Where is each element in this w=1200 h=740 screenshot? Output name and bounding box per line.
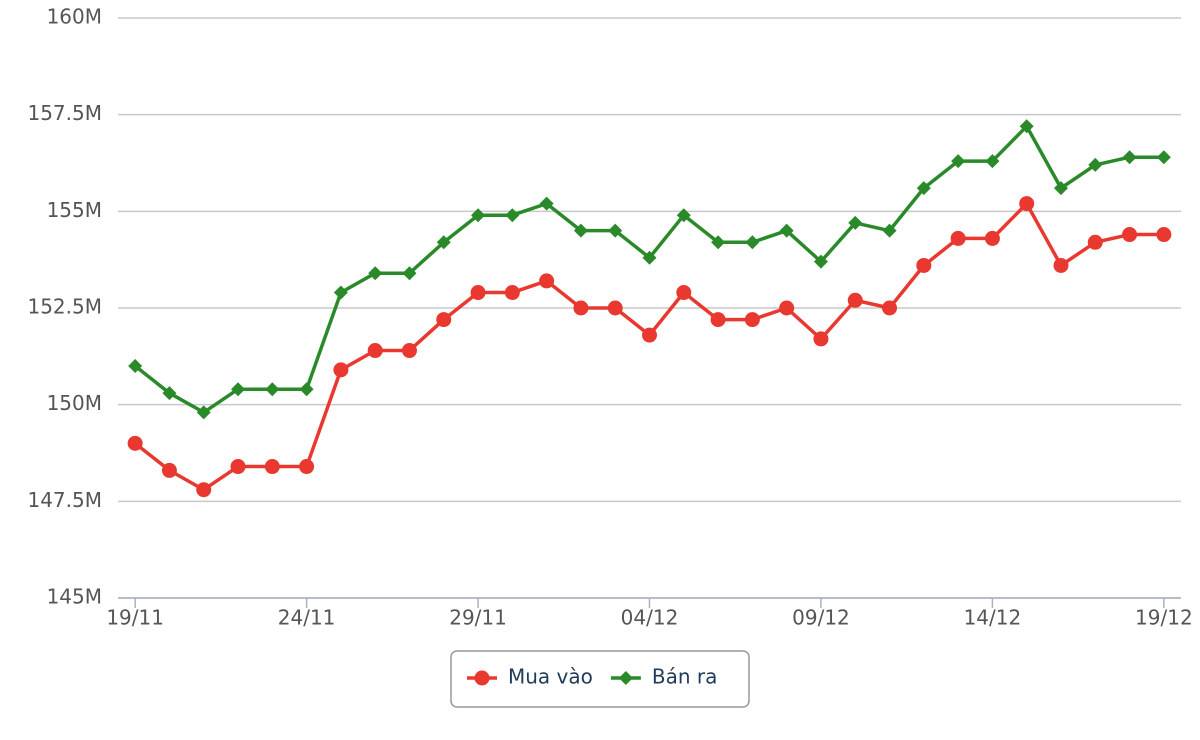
- marker: [848, 215, 863, 230]
- marker: [127, 435, 143, 451]
- marker: [847, 292, 863, 308]
- marker: [1122, 227, 1138, 243]
- marker: [1156, 227, 1172, 243]
- marker: [299, 459, 315, 475]
- marker: [1156, 150, 1171, 165]
- legend-marker: [618, 671, 633, 685]
- marker: [539, 196, 554, 211]
- marker: [607, 300, 623, 316]
- marker: [744, 312, 760, 328]
- marker: [436, 312, 452, 328]
- series-line: [134, 124, 1164, 415]
- marker: [401, 343, 417, 359]
- marker: [504, 285, 520, 301]
- marker: [1053, 181, 1068, 196]
- marker: [1087, 234, 1103, 250]
- marker: [711, 235, 726, 250]
- marker: [333, 362, 349, 378]
- x-tick-label: 14/12: [964, 606, 1022, 630]
- marker: [676, 208, 691, 223]
- marker: [264, 459, 280, 475]
- marker: [984, 230, 1000, 246]
- y-tick-label: 147.5M: [27, 488, 102, 512]
- marker: [779, 223, 794, 238]
- x-tick-label: 19/12: [1135, 606, 1193, 630]
- marker: [128, 359, 143, 373]
- marker: [196, 482, 212, 498]
- marker: [642, 250, 657, 265]
- marker: [1053, 257, 1069, 273]
- marker: [196, 405, 211, 420]
- marker: [230, 459, 246, 475]
- marker: [436, 235, 451, 250]
- series-line: [134, 201, 1164, 492]
- marker: [882, 223, 897, 238]
- marker: [471, 208, 486, 223]
- marker: [882, 300, 898, 316]
- marker: [950, 230, 966, 246]
- marker: [676, 285, 692, 301]
- y-tick-label: 145M: [47, 585, 102, 609]
- x-tick-label: 09/12: [792, 606, 850, 630]
- marker: [813, 254, 828, 269]
- marker: [985, 154, 1000, 169]
- marker: [367, 343, 383, 359]
- marker: [1122, 150, 1137, 165]
- marker: [573, 300, 589, 316]
- marker: [231, 382, 246, 397]
- marker: [916, 181, 931, 196]
- marker: [951, 154, 966, 169]
- y-tick-label: 155M: [47, 198, 102, 222]
- marker: [710, 312, 726, 328]
- marker: [573, 223, 588, 238]
- y-tick-label: 152.5M: [27, 295, 102, 319]
- marker: [161, 462, 177, 478]
- marker: [1088, 157, 1103, 172]
- marker: [162, 386, 177, 401]
- marker: [1019, 196, 1035, 212]
- marker: [608, 223, 623, 238]
- marker: [539, 273, 555, 289]
- marker: [916, 257, 932, 273]
- legend-marker: [474, 670, 490, 686]
- x-tick-label: 24/11: [278, 606, 336, 630]
- legend-label: Bán ra: [652, 665, 718, 689]
- marker: [1019, 119, 1034, 134]
- marker: [745, 235, 760, 250]
- y-tick-label: 160M: [47, 5, 102, 29]
- marker: [402, 266, 417, 281]
- x-tick-label: 29/11: [449, 606, 507, 630]
- marker: [813, 331, 829, 347]
- x-tick-label: 04/12: [621, 606, 679, 630]
- marker: [642, 327, 657, 343]
- legend-box: [450, 650, 750, 708]
- marker: [265, 382, 280, 397]
- marker: [505, 208, 520, 223]
- marker: [333, 285, 348, 300]
- legend-label: Mua vào: [508, 665, 593, 689]
- marker: [368, 266, 383, 281]
- x-tick-label: 19/11: [106, 606, 164, 630]
- y-tick-label: 157.5M: [27, 101, 102, 125]
- y-tick-label: 150M: [47, 391, 102, 415]
- marker: [779, 300, 795, 316]
- marker: [299, 382, 314, 397]
- marker: [470, 285, 486, 301]
